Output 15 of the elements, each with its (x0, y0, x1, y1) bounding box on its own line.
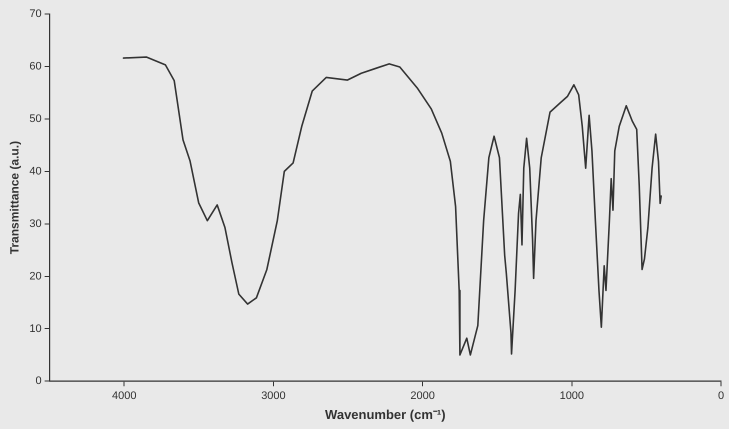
y-tick-label: 60 (29, 60, 42, 72)
y-tick-label: 40 (29, 165, 42, 178)
x-tick-label: 2000 (410, 390, 435, 402)
x-tick-label: 3000 (261, 390, 286, 402)
y-tick-label: 20 (29, 270, 42, 282)
y-tick-label: 50 (29, 112, 42, 125)
x-tick-label: 1000 (560, 390, 584, 402)
y-tick-label: 10 (29, 322, 42, 335)
y-axis-title: Transmittance (a.u.) (8, 140, 22, 254)
y-tick-label: 0 (36, 375, 42, 388)
x-tick-label: 0 (718, 390, 724, 402)
x-axis-title: Wavenumber (cm⁻¹) (325, 406, 446, 422)
y-tick-label: 30 (29, 218, 42, 230)
x-tick-label: 4000 (112, 390, 136, 402)
y-tick-label: 70 (29, 8, 42, 20)
